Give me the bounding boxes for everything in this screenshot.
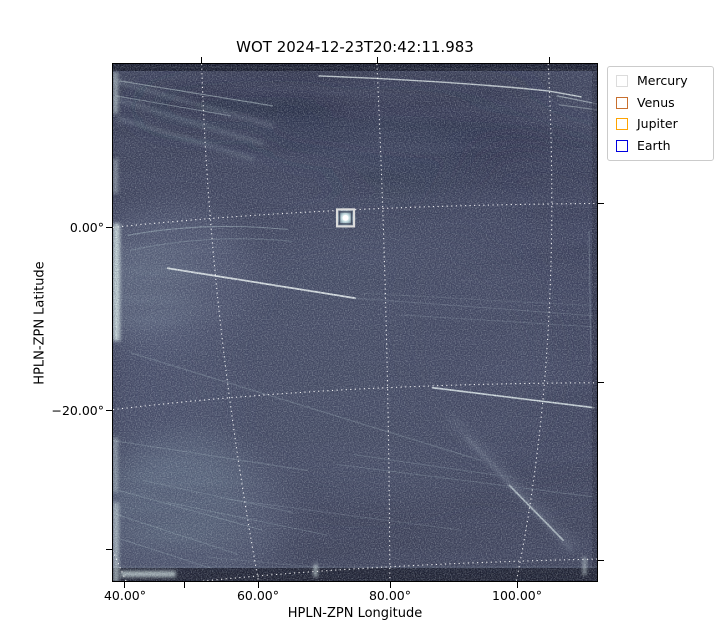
x-tick xyxy=(184,582,186,588)
legend-row-mercury: Mercury xyxy=(616,74,704,88)
venus-swatch-icon xyxy=(616,96,628,109)
x-tick xyxy=(517,582,519,588)
y-axis-label: HPLN-ZPN Latitude xyxy=(32,261,48,385)
legend-label-mercury: Mercury xyxy=(637,73,688,88)
jupiter-swatch-icon xyxy=(616,118,628,130)
grid-lon-100 xyxy=(515,64,553,581)
plot-area xyxy=(112,63,598,582)
mercury-swatch-icon xyxy=(616,75,628,87)
graticule xyxy=(113,64,597,581)
x-tick xyxy=(124,582,126,588)
x-tick xyxy=(201,57,203,63)
y-tick-label-0: 0.00° xyxy=(69,220,104,235)
grid-lat-m20 xyxy=(113,382,597,411)
mercury-marker-rect xyxy=(335,208,356,228)
plot-title: WOT 2024-12-23T20:42:11.983 xyxy=(236,38,474,56)
x-tick xyxy=(377,57,379,63)
x-tick xyxy=(258,582,260,588)
legend-row-earth: Earth xyxy=(616,137,704,153)
y-tick xyxy=(106,227,112,229)
earth-swatch-icon xyxy=(616,139,628,152)
y-tick-label-m20: −20.00° xyxy=(51,403,104,418)
y-tick xyxy=(598,560,604,562)
x-tick xyxy=(549,57,551,63)
x-axis-label: HPLN-ZPN Longitude xyxy=(287,606,423,621)
mercury-marker xyxy=(334,206,357,229)
sky-image xyxy=(113,64,597,581)
legend-label-earth: Earth xyxy=(637,137,671,153)
legend-row-venus: Venus xyxy=(616,94,704,110)
x-tick xyxy=(390,582,392,588)
legend-label-venus: Venus xyxy=(637,94,675,110)
x-tick-label-100: 100.00° xyxy=(492,588,542,603)
legend: Mercury Venus Jupiter Earth xyxy=(607,66,714,161)
y-tick xyxy=(598,382,604,384)
x-tick-label-80: 80.00° xyxy=(368,588,412,603)
x-tick-label-60: 60.00° xyxy=(236,588,280,603)
legend-label-jupiter: Jupiter xyxy=(637,116,678,131)
legend-row-jupiter: Jupiter xyxy=(616,117,704,131)
y-tick xyxy=(106,549,112,551)
mercury-marker-hotspot xyxy=(337,209,356,228)
grid-lon-60 xyxy=(201,64,259,581)
grain-light xyxy=(113,64,597,581)
y-tick xyxy=(598,203,604,205)
y-tick xyxy=(106,410,112,412)
x-tick-label-40: 40.00° xyxy=(103,588,147,603)
